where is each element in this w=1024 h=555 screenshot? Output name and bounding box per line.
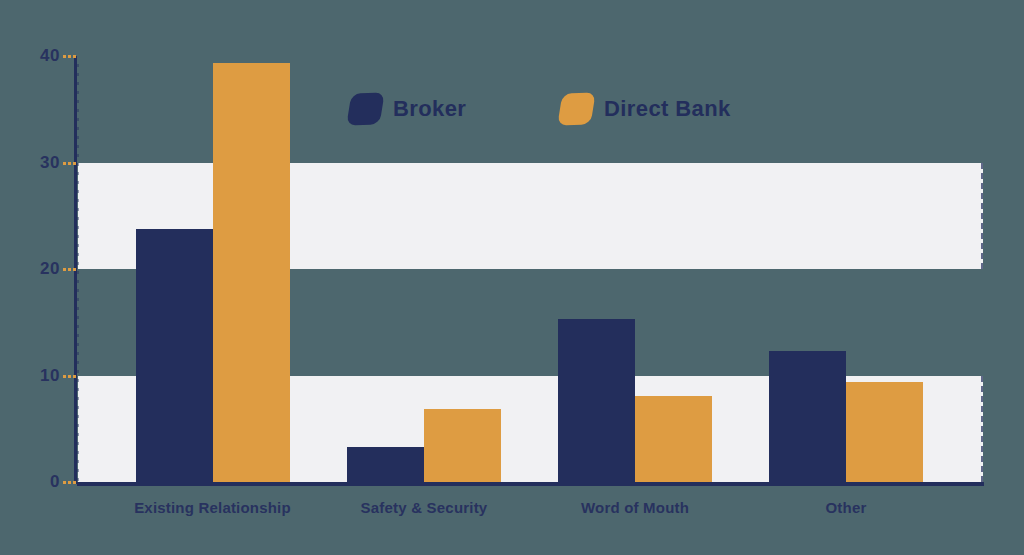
y-tick-label-40: 40 bbox=[0, 46, 60, 66]
grouped-bar-chart: Broker Direct Bank 010203040 Existing Re… bbox=[0, 0, 1024, 555]
x-label-existing-relationship: Existing Relationship bbox=[134, 499, 291, 516]
x-label-word-of-mouth: Word of Mouth bbox=[581, 499, 689, 516]
y-tick-dash-20 bbox=[63, 268, 77, 271]
y-tick-dash-10 bbox=[63, 375, 77, 378]
bar-direct-bank-safety-security bbox=[424, 409, 501, 482]
y-tick-dash-40 bbox=[63, 55, 77, 58]
bar-direct-bank-word-of-mouth bbox=[635, 396, 712, 482]
x-label-other: Other bbox=[825, 499, 866, 516]
y-tick-label-10: 10 bbox=[0, 366, 60, 386]
x-label-safety-security: Safety & Security bbox=[361, 499, 488, 516]
bar-broker-existing-relationship bbox=[136, 229, 213, 482]
y-tick-label-20: 20 bbox=[0, 259, 60, 279]
bar-direct-bank-other bbox=[846, 382, 923, 482]
plot-area bbox=[77, 56, 983, 482]
bar-broker-word-of-mouth bbox=[558, 319, 635, 482]
bar-broker-other bbox=[769, 351, 846, 482]
bar-direct-bank-existing-relationship bbox=[213, 63, 290, 482]
bar-broker-safety-security bbox=[347, 447, 424, 482]
y-tick-label-30: 30 bbox=[0, 153, 60, 173]
y-tick-dash-30 bbox=[63, 162, 77, 165]
y-tick-dash-0 bbox=[63, 481, 77, 484]
x-axis-line bbox=[77, 482, 984, 486]
y-tick-label-0: 0 bbox=[0, 472, 60, 492]
